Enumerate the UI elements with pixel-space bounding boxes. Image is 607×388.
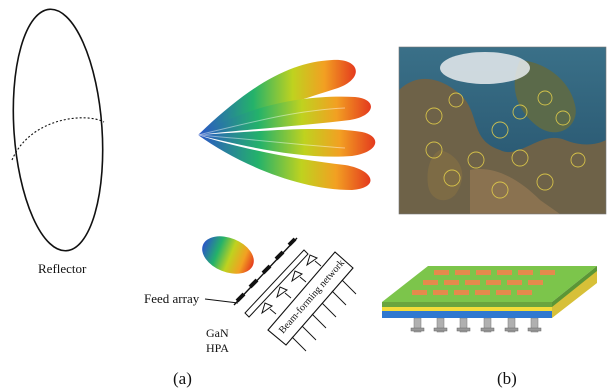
antenna-board-icon xyxy=(382,266,597,333)
reflector-label: Reflector xyxy=(38,261,87,276)
reflector-icon xyxy=(11,8,105,252)
feed-array-label: Feed array xyxy=(144,291,200,306)
feed-array-icon xyxy=(204,237,357,352)
beam-pattern-icon xyxy=(197,59,376,190)
panel-a-label: (a) xyxy=(173,369,192,388)
beam-spot-icon xyxy=(202,236,254,274)
panel-b-label: (b) xyxy=(497,369,517,388)
hpa-label-line1: GaN xyxy=(206,326,229,340)
hpa-label-line2: HPA xyxy=(206,341,229,355)
satellite-map-icon xyxy=(398,46,607,215)
beam-forming-label: Beam-forming network xyxy=(277,258,347,336)
